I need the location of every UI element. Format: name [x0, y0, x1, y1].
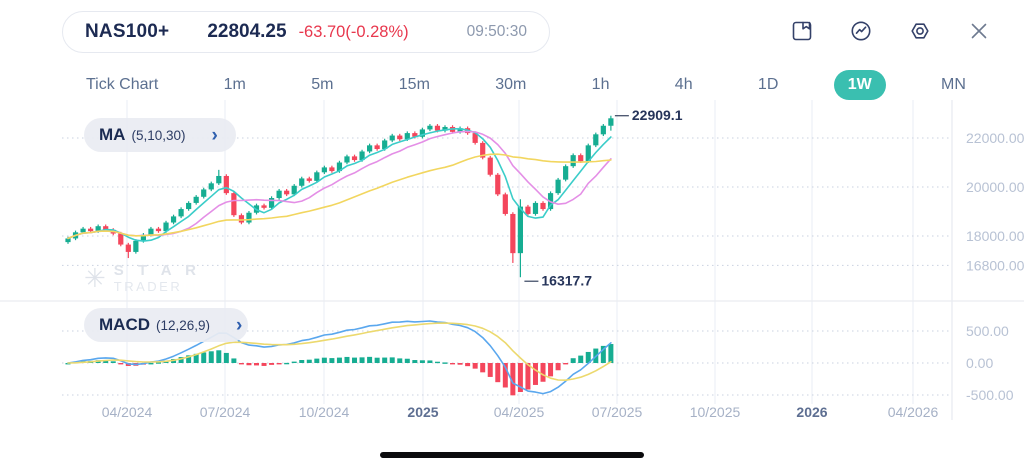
- timeframe-tabs: Tick Chart 1m 5m 15m 30m 1h 4h 1D 1W MN: [76, 68, 976, 102]
- svg-text:10/2024: 10/2024: [299, 404, 350, 420]
- svg-text:500.00: 500.00: [966, 323, 1009, 339]
- tab-30m[interactable]: 30m: [485, 71, 536, 99]
- tab-1m[interactable]: 1m: [214, 71, 256, 99]
- home-indicator-bar: [380, 452, 644, 458]
- svg-text:04/2024: 04/2024: [102, 404, 153, 420]
- symbol-name: NAS100+: [85, 21, 170, 42]
- save-layout-icon[interactable]: [787, 17, 817, 47]
- tab-15m[interactable]: 15m: [389, 71, 440, 99]
- quote-time: 09:50:30: [466, 23, 527, 40]
- svg-text:10/2025: 10/2025: [690, 404, 741, 420]
- tab-tick-chart[interactable]: Tick Chart: [76, 71, 168, 99]
- tab-5m[interactable]: 5m: [301, 71, 343, 99]
- svg-text:18000.00: 18000.00: [966, 228, 1024, 244]
- chevron-right-icon: ›: [211, 124, 218, 146]
- tab-1d[interactable]: 1D: [748, 71, 788, 99]
- quote-header[interactable]: NAS100+ 22804.25 -63.70(-0.28%) 09:50:30: [62, 11, 550, 53]
- svg-text:07/2025: 07/2025: [592, 404, 643, 420]
- current-price: 22804.25: [207, 21, 287, 42]
- chevron-right-icon: ›: [236, 314, 243, 336]
- svg-text:16317.7: 16317.7: [541, 273, 592, 289]
- indicators-icon[interactable]: [846, 17, 876, 47]
- watermark-line2: TRADER: [113, 279, 183, 294]
- price-change: -63.70(-0.28%): [298, 22, 409, 41]
- svg-text:2025: 2025: [407, 404, 438, 420]
- tab-mn[interactable]: MN: [931, 71, 976, 99]
- watermark-line1: S T A R: [113, 262, 202, 279]
- tab-1h[interactable]: 1h: [582, 71, 620, 99]
- header-toolbar: [787, 17, 994, 47]
- ma-indicator-button[interactable]: MA (5,10,30) ›: [84, 118, 236, 152]
- tab-4h[interactable]: 4h: [665, 71, 703, 99]
- macd-label: MACD: [99, 315, 150, 334]
- svg-text:20000.00: 20000.00: [966, 179, 1024, 195]
- svg-text:22000.00: 22000.00: [966, 130, 1024, 146]
- svg-text:2026: 2026: [796, 404, 827, 420]
- macd-params: (12,26,9): [156, 317, 211, 333]
- svg-text:07/2024: 07/2024: [200, 404, 251, 420]
- ma-label: MA: [99, 125, 126, 144]
- svg-text:04/2025: 04/2025: [494, 404, 545, 420]
- settings-icon[interactable]: [905, 17, 935, 47]
- svg-text:16800.00: 16800.00: [966, 257, 1024, 273]
- close-icon[interactable]: [964, 17, 994, 47]
- star-trader-watermark: ✳ S T A R TRADER: [84, 262, 201, 294]
- svg-text:-500.00: -500.00: [966, 387, 1014, 403]
- macd-indicator-button[interactable]: MACD (12,26,9) ›: [84, 308, 248, 342]
- ma-params: (5,10,30): [131, 127, 186, 143]
- svg-text:22909.1: 22909.1: [632, 107, 683, 123]
- svg-text:0.00: 0.00: [966, 355, 993, 371]
- svg-text:04/2026: 04/2026: [888, 404, 939, 420]
- tab-1w-selected[interactable]: 1W: [833, 70, 886, 100]
- star-logo-icon: ✳: [84, 263, 106, 293]
